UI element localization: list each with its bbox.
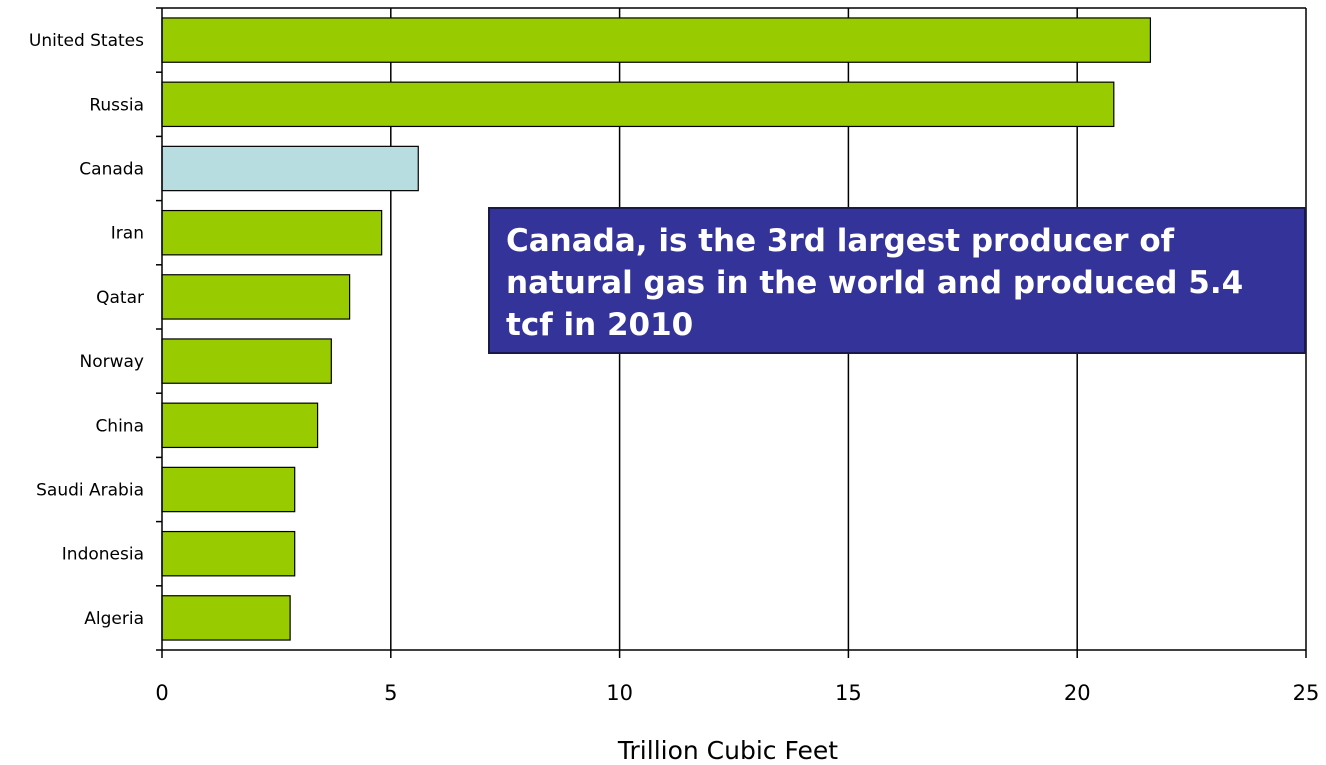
tick-labels: 0 5 10 15 20 25 (155, 681, 1319, 705)
x-tick-label: 15 (835, 681, 862, 705)
category-label: Russia (89, 95, 144, 115)
x-tick-label: 0 (155, 681, 168, 705)
bar-indonesia (161, 530, 296, 577)
bar-china (161, 402, 319, 449)
category-label: China (95, 416, 144, 436)
x-tick-label: 5 (384, 681, 397, 705)
x-tick-label: 20 (1064, 681, 1091, 705)
category-label: Saudi Arabia (36, 481, 144, 501)
category-label: Canada (79, 160, 144, 180)
category-label: Qatar (96, 288, 144, 308)
bar-qatar (161, 274, 351, 320)
category-label: Iran (111, 224, 144, 244)
axes (156, 7, 1307, 658)
bar-canada (161, 145, 419, 192)
x-tick-label: 25 (1293, 681, 1320, 705)
bar-iran (161, 209, 383, 256)
bar-russia (161, 81, 1115, 128)
category-label: Algeria (84, 609, 144, 629)
bar-norway (161, 338, 332, 384)
bar-algeria (161, 595, 291, 641)
bar-united-states (161, 17, 1152, 63)
x-axis-title: Trillion Cubic Feet (617, 736, 838, 765)
category-label: United States (29, 31, 144, 51)
annotation-callout: Canada, is the 3rd largest producer of n… (488, 207, 1306, 354)
category-label: Norway (80, 352, 145, 372)
category-labels: United States Russia Canada Iran Qatar Norway… (29, 31, 144, 629)
category-label: Indonesia (62, 545, 144, 565)
x-tick-label: 10 (606, 681, 633, 705)
bar-saudi-arabia (161, 466, 296, 513)
